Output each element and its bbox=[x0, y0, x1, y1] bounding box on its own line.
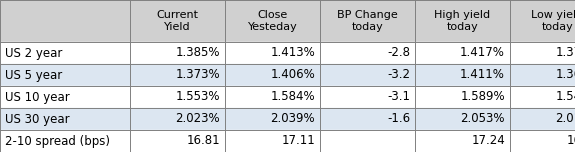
Text: 1.417%: 1.417% bbox=[460, 47, 505, 59]
Text: Current
Yield: Current Yield bbox=[156, 10, 198, 32]
Text: 2.013%: 2.013% bbox=[555, 112, 575, 126]
Text: 2.023%: 2.023% bbox=[175, 112, 220, 126]
Text: 1.406%: 1.406% bbox=[270, 69, 315, 81]
Text: 1.589%: 1.589% bbox=[461, 90, 505, 104]
Text: US 5 year: US 5 year bbox=[5, 69, 62, 81]
Text: 2-10 spread (bps): 2-10 spread (bps) bbox=[5, 135, 110, 147]
Text: 1.541%: 1.541% bbox=[555, 90, 575, 104]
Text: -2.8: -2.8 bbox=[387, 47, 410, 59]
Text: -1.6: -1.6 bbox=[387, 112, 410, 126]
Text: 17.11: 17.11 bbox=[281, 135, 315, 147]
Text: US 10 year: US 10 year bbox=[5, 90, 70, 104]
Text: High yield
today: High yield today bbox=[435, 10, 490, 32]
Text: 2.053%: 2.053% bbox=[461, 112, 505, 126]
Text: US 30 year: US 30 year bbox=[5, 112, 70, 126]
Text: -3.1: -3.1 bbox=[387, 90, 410, 104]
Text: 1.377%: 1.377% bbox=[555, 47, 575, 59]
Text: 1.411%: 1.411% bbox=[460, 69, 505, 81]
Text: 1.584%: 1.584% bbox=[270, 90, 315, 104]
Text: 1.553%: 1.553% bbox=[175, 90, 220, 104]
Text: 1.385%: 1.385% bbox=[175, 47, 220, 59]
Text: Close
Yesteday: Close Yesteday bbox=[248, 10, 297, 32]
Text: -3.2: -3.2 bbox=[387, 69, 410, 81]
Text: 1.360%: 1.360% bbox=[555, 69, 575, 81]
Text: 1.413%: 1.413% bbox=[270, 47, 315, 59]
Text: 17.24: 17.24 bbox=[472, 135, 505, 147]
Text: 16.81: 16.81 bbox=[186, 135, 220, 147]
Text: Low yield
today: Low yield today bbox=[531, 10, 575, 32]
Text: US 2 year: US 2 year bbox=[5, 47, 62, 59]
Text: 16.41: 16.41 bbox=[566, 135, 575, 147]
Text: 2.039%: 2.039% bbox=[270, 112, 315, 126]
Text: BP Change
today: BP Change today bbox=[337, 10, 398, 32]
Text: 1.373%: 1.373% bbox=[175, 69, 220, 81]
